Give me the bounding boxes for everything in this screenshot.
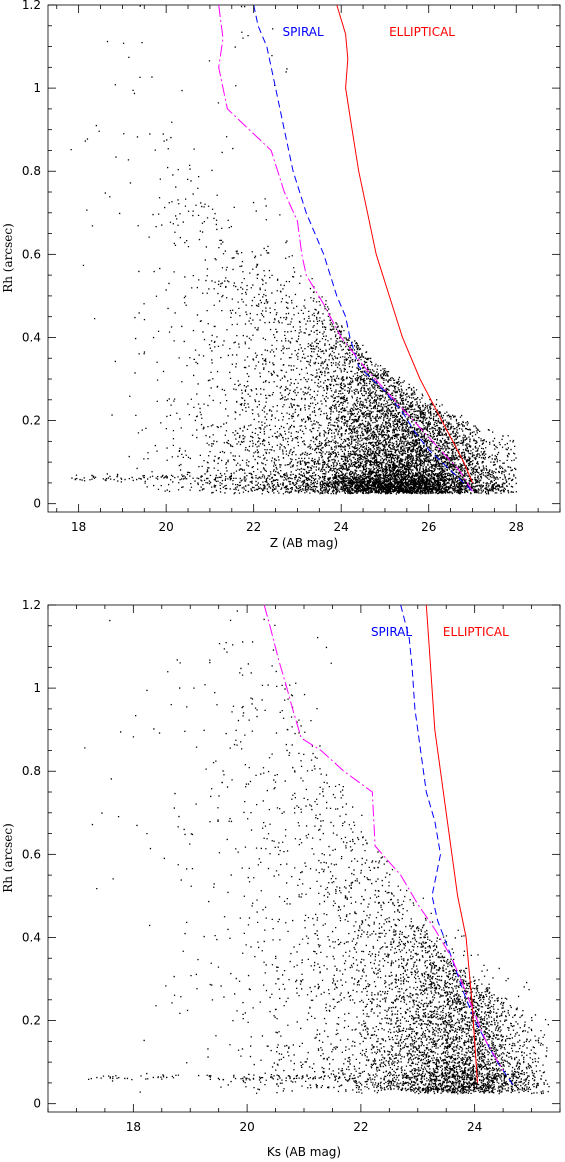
series-line-elliptical bbox=[425, 604, 478, 1083]
model-curves bbox=[263, 604, 515, 1088]
x-axis-label: Ks (AB mag) bbox=[267, 1145, 341, 1159]
series-line-model-2 bbox=[218, 4, 473, 492]
legend: SPIRAL ELLIPTICAL bbox=[371, 625, 509, 639]
y-tick-label: 0.2 bbox=[22, 414, 41, 428]
y-tick-label: 0 bbox=[33, 497, 41, 511]
model-curves bbox=[218, 4, 473, 492]
scatter-points bbox=[84, 610, 550, 1095]
axis-ticks: 18 20 22 24 26 28 0 0.2 0.4 0.6 0.8 1 1.2 bbox=[22, 0, 561, 534]
ks-band-chart: 18 20 22 24 0 0.2 0.4 0.6 0.8 1 1.2 SPIRAL ELLIPTIC… bbox=[1, 598, 561, 1159]
x-axis-label: Z (AB mag) bbox=[270, 536, 338, 550]
series-line-model-2 bbox=[263, 604, 504, 1071]
y-tick-label: 0.6 bbox=[22, 247, 41, 261]
series-line-elliptical bbox=[336, 4, 473, 484]
y-tick-label: 0.4 bbox=[22, 930, 41, 944]
axis-ticks: 18 20 22 24 0 0.2 0.4 0.6 0.8 1 1.2 bbox=[22, 598, 561, 1134]
x-tick-label: 20 bbox=[159, 520, 174, 534]
y-tick-label: 0.4 bbox=[22, 330, 41, 344]
x-tick-label: 24 bbox=[467, 1120, 482, 1134]
series-line-spiral bbox=[253, 4, 473, 492]
legend-label-elliptical: ELLIPTICAL bbox=[443, 625, 509, 639]
y-tick-label: 1 bbox=[33, 681, 41, 695]
legend-label-elliptical: ELLIPTICAL bbox=[389, 25, 455, 39]
x-tick-label: 24 bbox=[334, 520, 349, 534]
x-tick-label: 18 bbox=[71, 520, 86, 534]
y-tick-label: 1.2 bbox=[22, 598, 41, 612]
x-tick-label: 22 bbox=[353, 1120, 368, 1134]
y-tick-label: 0 bbox=[33, 1097, 41, 1111]
legend-label-spiral: SPIRAL bbox=[371, 625, 412, 639]
y-axis-label: Rh (arcsec) bbox=[1, 223, 15, 293]
legend-label-spiral: SPIRAL bbox=[283, 25, 324, 39]
x-tick-label: 26 bbox=[421, 520, 436, 534]
y-tick-label: 1.2 bbox=[22, 0, 41, 12]
z-band-chart: 18 20 22 24 26 28 0 0.2 0.4 0.6 0.8 1 1.2 SPIRAL ELLI… bbox=[1, 0, 561, 550]
x-tick-label: 18 bbox=[126, 1120, 141, 1134]
x-tick-label: 20 bbox=[239, 1120, 254, 1134]
x-tick-label: 28 bbox=[509, 520, 524, 534]
plot-frame bbox=[47, 4, 561, 513]
legend: SPIRAL ELLIPTICAL bbox=[283, 25, 456, 39]
scatter-dots bbox=[70, 5, 517, 495]
y-tick-label: 0.8 bbox=[22, 764, 41, 778]
y-tick-label: 0.2 bbox=[22, 1014, 41, 1028]
y-tick-label: 0.8 bbox=[22, 164, 41, 178]
y-tick-label: 1 bbox=[33, 81, 41, 95]
scatter-dots bbox=[84, 610, 550, 1095]
scatter-points bbox=[70, 5, 517, 495]
y-axis-label: Rh (arcsec) bbox=[1, 823, 15, 893]
x-tick-label: 22 bbox=[246, 520, 261, 534]
y-tick-label: 0.6 bbox=[22, 847, 41, 861]
